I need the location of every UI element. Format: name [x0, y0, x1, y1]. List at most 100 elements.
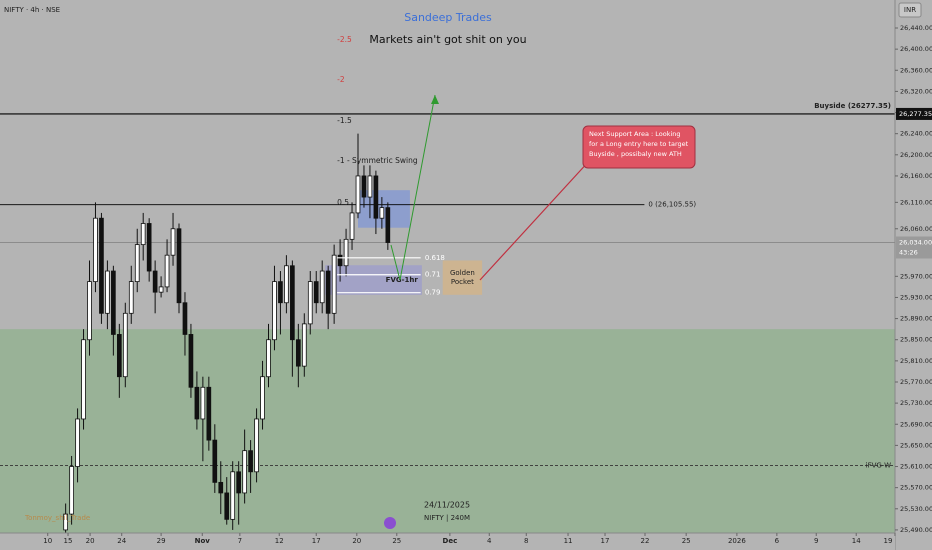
zone-label: Golden Pocket [450, 269, 475, 286]
candle-body [87, 281, 92, 341]
candle-body [158, 286, 164, 293]
candle-body [278, 281, 283, 304]
candle-body [176, 228, 182, 304]
x-tick-label: 22 [641, 537, 650, 545]
candle-body [319, 270, 325, 304]
y-tick-label: 25,650.00 [900, 441, 932, 449]
zone [325, 265, 422, 295]
x-tick-label: 7 [238, 537, 242, 545]
price-tag [896, 236, 932, 259]
x-tick-label: 4 [487, 537, 492, 545]
fib-label: -1 - Symmetric Swing [337, 156, 418, 165]
candles [63, 133, 391, 541]
y-tick-label: 25,890.00 [900, 315, 932, 323]
note-box [582, 125, 696, 169]
candle-body [194, 386, 200, 420]
candle-body [325, 270, 331, 314]
y-tick-label: 25,530.00 [900, 505, 932, 513]
y-tick-label: 25,730.00 [900, 399, 932, 407]
price-axis [895, 0, 932, 550]
candle-body [111, 270, 116, 335]
x-tick-label: Dec [443, 537, 458, 545]
candle-body [146, 223, 152, 272]
x-tick-label: 25 [682, 537, 691, 545]
y-tick-label: 25,850.00 [900, 336, 932, 344]
zone-label: FVG-1hr [386, 276, 419, 284]
candle-body [69, 466, 74, 515]
x-tick-label: 19 [884, 537, 893, 545]
footer-symbol: NIFTY | 240M [424, 514, 470, 522]
x-tick-label: 25 [392, 537, 401, 545]
candle-body [75, 418, 80, 467]
candle-body [266, 339, 271, 378]
x-tick-label: 8 [524, 537, 528, 545]
price-tag-sub: 43:26 [899, 249, 918, 257]
price-tag [896, 107, 932, 120]
symbol: NIFTY · 4h · NSE [4, 6, 60, 14]
y-tick-label: 26,240.00 [900, 130, 932, 138]
y-tick-label: 25,810.00 [900, 357, 932, 365]
price-tag-label: 26,277.35 [899, 110, 932, 118]
subtitle: Markets ain't got shit on you [369, 33, 526, 46]
y-tick-label: 26,320.00 [900, 87, 932, 95]
candle-body [99, 217, 104, 314]
x-tick-label: 11 [564, 537, 573, 545]
y-tick-label: 25,570.00 [900, 484, 932, 492]
candle-body [272, 281, 277, 341]
zone [442, 260, 483, 295]
x-tick-label: 9 [814, 537, 818, 545]
y-tick-label: 25,490.00 [900, 526, 932, 534]
currency: INR [904, 6, 916, 14]
candle-body [373, 175, 379, 219]
title: Sandeep Trades [404, 11, 492, 24]
candle-body [361, 175, 367, 198]
candle-body [284, 265, 289, 304]
candle-body [170, 228, 176, 256]
candle-body [349, 212, 355, 240]
candle-body [93, 217, 98, 283]
level-label: Buyside (26277.35) [814, 102, 891, 110]
candle-body [81, 339, 86, 420]
y-tick-label: 26,160.00 [900, 172, 932, 180]
fibs: -2.5 -2 -1.5 -1 - Symmetric Swing 0.5 0.618 0.… [337, 35, 445, 297]
note-line: Buyside , possibaly new ATH [589, 150, 682, 158]
zones: FVG-1hr Golden Pocket [0, 190, 895, 550]
x-tick-label: 20 [86, 537, 95, 545]
candle-body [200, 386, 206, 420]
x-tick-label: 17 [312, 537, 321, 545]
candle-body [116, 334, 122, 378]
y-tick-label: 26,110.00 [900, 198, 932, 206]
note-line: for a Long entry here to target [589, 140, 689, 148]
fib-label: 0.618 [425, 254, 445, 262]
candle-body [182, 302, 188, 335]
candle-body [105, 270, 110, 314]
candle-body [212, 439, 218, 483]
fib-label: -1.5 [337, 116, 352, 125]
x-tick-label: 2026 [728, 537, 746, 545]
y-tick-label: 26,060.00 [900, 225, 932, 233]
y-tick-label: 26,440.00 [900, 24, 932, 32]
candle-body [355, 175, 361, 214]
axis-labels: 25,490.00 25,530.00 25,570.00 25,610.00 25,6… [43, 24, 932, 545]
candle-body [379, 207, 385, 219]
candle-body [248, 450, 253, 473]
fib-label: 0.71 [425, 271, 441, 279]
candle-body [307, 281, 313, 325]
zone [0, 329, 895, 550]
y-tick-label: 26,200.00 [900, 151, 932, 159]
x-tick-label: 17 [601, 537, 610, 545]
fib-label: 0.79 [425, 289, 441, 297]
time-axis [0, 533, 895, 550]
candle-body [260, 376, 265, 420]
candle-body [218, 481, 224, 494]
x-tick-label: 14 [852, 537, 861, 545]
projection-arrow [390, 94, 436, 281]
event-icon[interactable] [384, 517, 396, 529]
candle-body [343, 238, 349, 267]
y-tick-label: 25,970.00 [900, 272, 932, 280]
candle-body [367, 175, 373, 198]
x-tick-label: 12 [275, 537, 284, 545]
fib-label: 0.5 [337, 198, 349, 207]
